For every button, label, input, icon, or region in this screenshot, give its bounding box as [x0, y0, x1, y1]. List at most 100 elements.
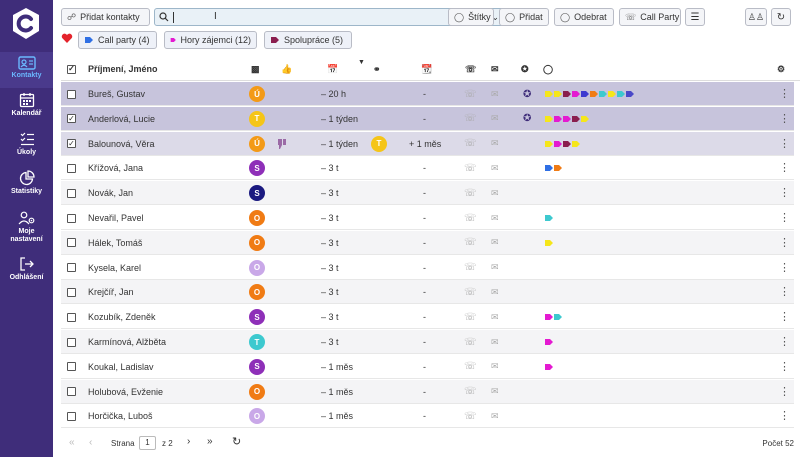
phone-icon[interactable]: ☏	[464, 162, 477, 174]
phone-icon[interactable]: ☏	[464, 286, 477, 298]
table-row[interactable]: Koukal, Ladislav S – 1 měs - ☏ ✉ ⋮	[61, 355, 794, 379]
phone-icon[interactable]: ☏	[464, 386, 477, 398]
table-row[interactable]: Karmínová, Alžběta T – 3 t - ☏ ✉ ⋮	[61, 330, 794, 354]
table-row[interactable]: Bureš, Gustav Ú – 20 h - ☏ ✉ ✪ ⋮	[61, 82, 794, 106]
share-icon[interactable]: ✪	[523, 88, 532, 100]
phone-icon[interactable]: ☏	[464, 113, 477, 125]
contact-name[interactable]: Nevařil, Pavel	[88, 213, 144, 223]
row-menu-icon[interactable]: ⋮	[779, 311, 790, 324]
row-checkbox[interactable]: ✓	[67, 113, 76, 124]
sidebar-item-statistiky[interactable]: Statistiky	[0, 170, 53, 196]
mail-icon[interactable]: ✉	[491, 361, 499, 372]
refresh-icon[interactable]: ↻	[232, 436, 242, 448]
phone-icon[interactable]: ☏	[465, 63, 477, 74]
row-menu-icon[interactable]: ⋮	[779, 286, 790, 299]
contact-name[interactable]: Krejčíř, Jan	[88, 287, 134, 298]
row-menu-icon[interactable]: ⋮	[779, 261, 790, 274]
contact-name[interactable]: Balounová, Věra	[88, 138, 155, 149]
mail-icon[interactable]: ✉	[491, 212, 499, 223]
row-checkbox[interactable]	[67, 181, 76, 205]
share-icon[interactable]: ✪	[521, 63, 529, 74]
thumbs-up-icon[interactable]: 👍	[281, 63, 293, 74]
contact-name[interactable]: Novák, Jan	[88, 188, 134, 199]
sidebar-item-kontakty[interactable]: Kontakty	[0, 52, 53, 88]
contact-name[interactable]: Anderlová, Lucie	[88, 113, 156, 124]
mail-icon[interactable]: ✉	[491, 386, 499, 397]
row-checkbox[interactable]	[67, 231, 76, 255]
row-checkbox[interactable]	[67, 280, 76, 304]
next-page-icon[interactable]: ›	[187, 436, 191, 447]
phone-icon[interactable]: ☏	[464, 187, 477, 199]
phone-icon[interactable]: ☏	[464, 336, 477, 348]
row-menu-icon[interactable]: ⋮	[779, 385, 790, 398]
row-checkbox[interactable]	[67, 355, 76, 379]
row-menu-icon[interactable]: ⋮	[779, 88, 790, 100]
table-row[interactable]: Holubová, Evženie O – 1 měs - ☏ ✉ ⋮	[61, 379, 794, 404]
page-input[interactable]: 1	[139, 436, 156, 450]
phone-icon[interactable]: ☏	[464, 410, 477, 422]
quick-tag-call-party[interactable]: Call party (4)	[78, 31, 157, 49]
phone-icon[interactable]: ☏	[464, 237, 477, 249]
pridat-tag-button[interactable]: ◯ Přidat	[499, 8, 549, 26]
mail-icon[interactable]: ✉	[491, 237, 499, 248]
row-menu-icon[interactable]: ⋮	[779, 410, 790, 423]
row-menu-icon[interactable]: ⋮	[779, 137, 790, 150]
refresh-button[interactable]: ↻	[771, 8, 791, 26]
table-row[interactable]: Hálek, Tomáš O – 3 t - ☏ ✉ ⋮	[61, 230, 794, 255]
table-row[interactable]: Horčička, Luboš O – 1 měs - ☏ ✉ ⋮	[61, 404, 794, 429]
row-menu-icon[interactable]: ⋮	[779, 360, 790, 373]
contact-name[interactable]: Kozubík, Zdeněk	[88, 312, 156, 323]
select-all-checkbox[interactable]: ✓	[67, 64, 76, 74]
phone-icon[interactable]: ☏	[464, 88, 477, 100]
phone-icon[interactable]: ☏	[464, 361, 477, 373]
row-menu-icon[interactable]: ⋮	[779, 112, 790, 125]
row-checkbox[interactable]	[67, 305, 76, 329]
row-checkbox[interactable]	[67, 206, 76, 230]
odebrat-tag-button[interactable]: ◯ Odebrat	[554, 8, 614, 26]
prev-page-icon[interactable]: ‹	[89, 437, 93, 448]
sort-desc-icon[interactable]: ▼	[358, 58, 365, 66]
sidebar-item-moje-nastaveni[interactable]: Moje nastavení	[0, 210, 53, 244]
tags-icon[interactable]: ◯	[543, 63, 554, 74]
table-row[interactable]: Křížová, Jana S – 3 t - ☏ ✉ ⋮	[61, 156, 794, 181]
row-menu-icon[interactable]: ⋮	[779, 212, 790, 224]
mail-icon[interactable]: ✉	[491, 410, 499, 421]
row-checkbox[interactable]	[67, 156, 76, 180]
phone-icon[interactable]: ☏	[464, 212, 477, 224]
briefcase-settings-icon[interactable]: ▩	[251, 63, 260, 74]
stitky-button[interactable]: ◯ Štítky	[448, 8, 494, 26]
sidebar-item-odhlaseni[interactable]: Odhlášení	[0, 256, 53, 282]
quick-tag-spoluprace[interactable]: Spolupráce (5)	[264, 31, 352, 49]
row-menu-icon[interactable]: ⋮	[779, 236, 790, 249]
mail-icon[interactable]: ✉	[491, 286, 499, 297]
table-row[interactable]: Krejčíř, Jan O – 3 t - ☏ ✉ ⋮	[61, 280, 794, 305]
row-checkbox[interactable]	[67, 256, 76, 280]
row-checkbox[interactable]: ✓	[67, 138, 76, 149]
mail-icon[interactable]: ✉	[491, 88, 499, 99]
heart-icon[interactable]	[61, 33, 73, 44]
contact-name[interactable]: Kysela, Karel	[88, 262, 142, 273]
add-contacts-button[interactable]: ☍ Přidat kontakty	[61, 8, 150, 26]
chevron-down-icon[interactable]: ⌄	[491, 12, 499, 22]
calendar-check-icon[interactable]: 📅	[327, 63, 339, 74]
contact-name[interactable]: Křížová, Jana	[88, 163, 144, 174]
phone-icon[interactable]: ☏	[464, 311, 477, 323]
row-checkbox[interactable]	[67, 82, 76, 106]
calendar-icon[interactable]: 📆	[421, 63, 433, 74]
contact-name[interactable]: Karmínová, Alžběta	[88, 337, 167, 347]
row-menu-icon[interactable]: ⋮	[779, 336, 790, 348]
phone-icon[interactable]: ☏	[464, 262, 477, 274]
sidebar-item-kalendar[interactable]: Kalendář	[0, 92, 53, 118]
mail-icon[interactable]: ✉	[491, 262, 499, 273]
mail-icon[interactable]: ✉	[491, 187, 499, 198]
row-menu-icon[interactable]: ⋮	[779, 187, 790, 200]
app-logo[interactable]	[10, 6, 42, 42]
row-checkbox[interactable]	[67, 380, 76, 404]
table-row[interactable]: ✓ Anderlová, Lucie T – 1 týden - ☏ ✉ ✪ ⋮	[61, 106, 794, 131]
mail-icon[interactable]: ✉	[491, 138, 499, 149]
row-menu-icon[interactable]: ⋮	[779, 162, 790, 175]
gear-icon[interactable]: ⚙	[777, 63, 786, 74]
mail-icon[interactable]: ✉	[491, 162, 499, 173]
mail-icon[interactable]: ✉	[491, 113, 499, 124]
first-page-icon[interactable]: «	[69, 437, 75, 448]
